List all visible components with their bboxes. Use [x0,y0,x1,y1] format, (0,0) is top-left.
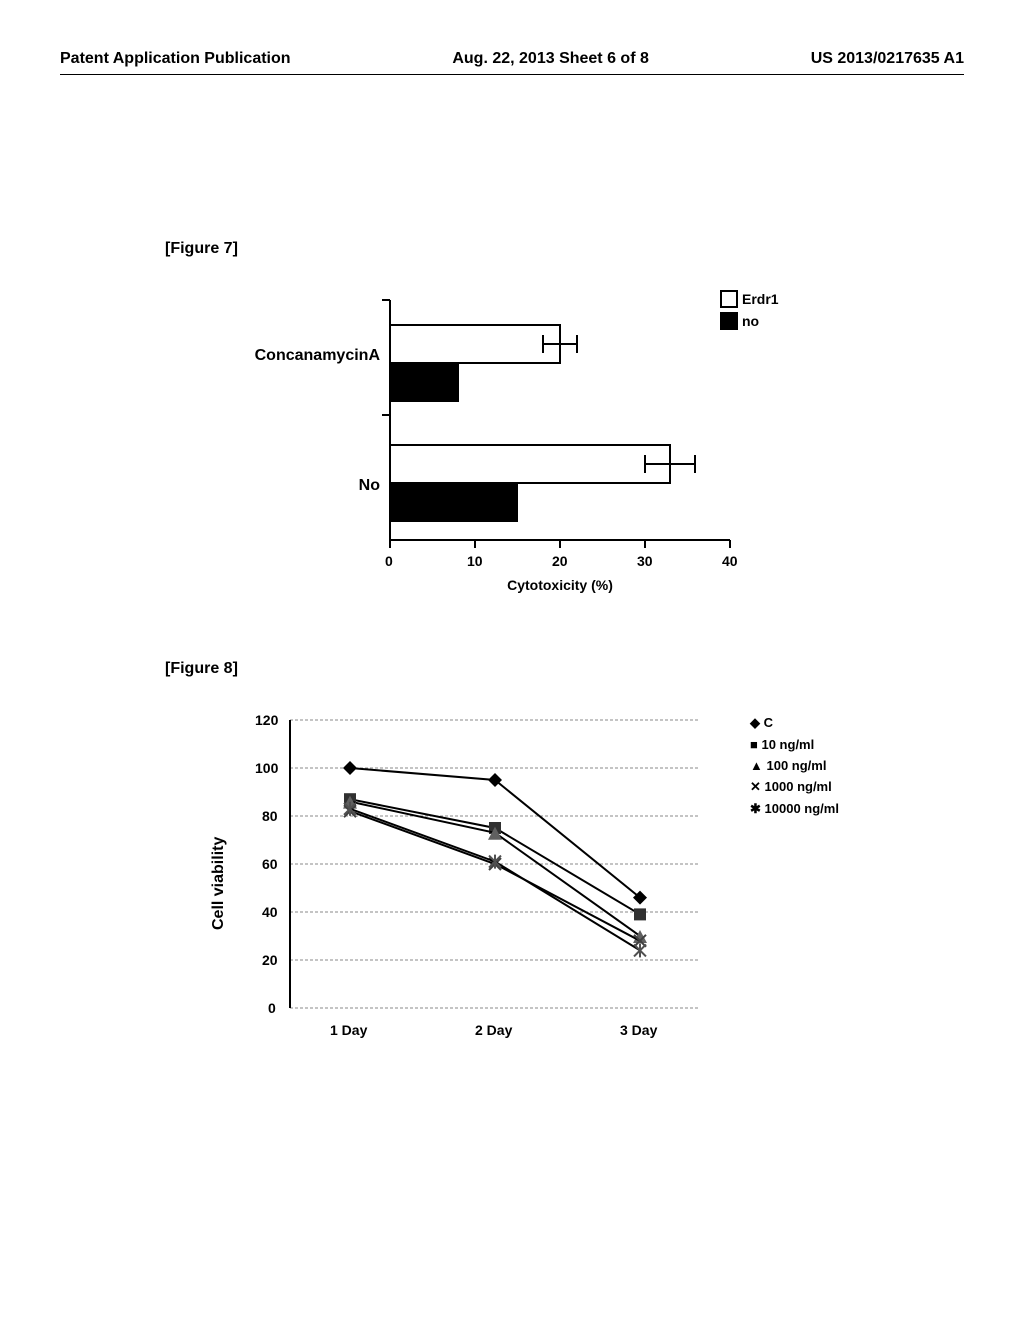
page-header: Patent Application Publication Aug. 22, … [60,50,964,75]
figure-8-ylabel: Cell viability [210,837,228,930]
diamond-icon: ◆ [750,715,760,730]
bar-no-erdr1 [390,445,670,483]
header-left: Patent Application Publication [60,50,291,68]
bar-no-no [390,483,517,521]
figure-8-chart: 120 100 80 60 40 20 0 1 Day 2 Day 3 Day [230,700,750,1060]
svg-text:80: 80 [262,808,278,824]
legend-label: C [764,715,773,730]
xtick-20: 20 [552,553,568,569]
x-icon: ✕ [750,779,761,794]
svg-text:120: 120 [255,712,279,728]
legend-label: 100 ng/ml [767,758,827,773]
figure-7-chart: 0 10 20 30 40 Cytotoxicity (%) Concanamy… [160,280,760,610]
line-100 [350,802,640,936]
figure-8-label: [Figure 8] [165,660,238,678]
square-icon: ■ [750,737,758,752]
legend-item: ✱ 10000 ng/ml [750,801,839,817]
figure-7-label: [Figure 7] [165,240,238,258]
marker-square [634,908,646,920]
cat-label-no: No [359,477,381,494]
header-center: Aug. 22, 2013 Sheet 6 of 8 [452,50,649,68]
figure-8-legend: ◆ C ■ 10 ng/ml ▲ 100 ng/ml ✕ 1000 ng/ml … [750,715,839,823]
svg-text:0: 0 [268,1000,276,1016]
svg-text:1 Day: 1 Day [330,1022,368,1038]
cat-label-concanamycin: ConcanamycinA [255,347,381,364]
legend-label: 10000 ng/ml [765,801,839,816]
legend-label: 1000 ng/ml [765,779,832,794]
bar-conc-erdr1 [390,325,560,363]
legend-item: ◆ C [750,715,839,731]
figure-7-xlabel: Cytotoxicity (%) [507,577,613,593]
legend-item: ✕ 1000 ng/ml [750,779,839,795]
legend-label: 10 ng/ml [761,737,814,752]
xtick-40: 40 [722,553,738,569]
header-right: US 2013/0217635 A1 [811,50,964,68]
xtick-30: 30 [637,553,653,569]
bar-conc-no [390,363,458,401]
triangle-icon: ▲ [750,758,763,773]
svg-text:40: 40 [262,904,278,920]
svg-text:60: 60 [262,856,278,872]
legend-item: ■ 10 ng/ml [750,737,839,752]
legend-item: ▲ 100 ng/ml [750,758,839,773]
x-ticks: 1 Day 2 Day 3 Day [330,1022,658,1038]
star-icon: ✱ [750,801,761,816]
xtick-0: 0 [385,553,393,569]
svg-text:100: 100 [255,760,279,776]
svg-text:3 Day: 3 Day [620,1022,658,1038]
svg-text:20: 20 [262,952,278,968]
svg-text:2 Day: 2 Day [475,1022,513,1038]
x-ticks: 0 10 20 30 40 Cytotoxicity (%) [385,540,738,593]
y-ticks: 120 100 80 60 40 20 0 [255,712,279,1016]
marker-diamond [343,761,357,775]
xtick-10: 10 [467,553,483,569]
